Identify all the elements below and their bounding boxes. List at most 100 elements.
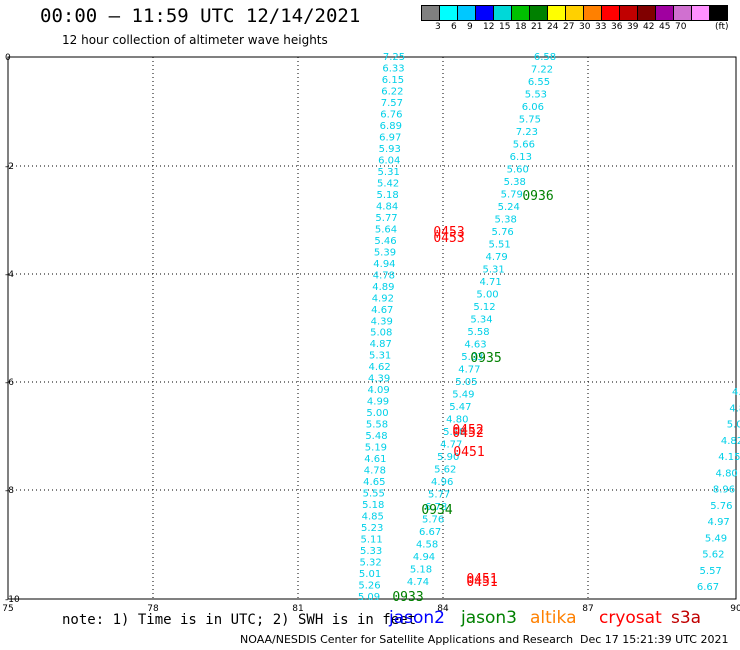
color-scale-label: 39 [627,22,639,32]
map-title: 00:00 – 11:59 UTC 12/14/2021 [40,5,361,27]
wave-height-label: 5.51 [489,240,511,251]
color-scale [421,5,728,21]
wave-height-label: 4.58 [416,540,438,551]
wave-height-label: 5.18 [376,190,398,201]
wave-height-label: 4.63 [464,340,486,351]
wave-height-label: 5.03 [461,352,483,363]
pass-time-label: 0451 [466,575,497,590]
color-scale-label: 42 [643,22,655,32]
wave-height-label: 4.15 [718,452,740,463]
map-subtitle: 12 hour collection of altimeter wave hei… [62,33,328,47]
pass-time-label: 0452 [452,423,483,438]
wave-height-label: 5.60 [507,165,529,176]
wave-height-label: 4.97 [708,517,730,528]
wave-height-label: 6.67 [697,582,719,593]
color-scale-label: 45 [659,22,671,32]
x-tick-label: 87 [582,604,593,614]
y-tick-label: -2 [5,162,14,172]
pass-time-label: 0933 [392,590,423,605]
wave-height-label: 5.76 [492,227,514,238]
color-scale-label: 9 [467,22,473,32]
color-scale-label: 15 [499,22,511,32]
wave-height-label: 4.78 [364,466,386,477]
wave-height-label: 4.61 [364,454,386,465]
wave-height-label: 5.0 [727,420,740,431]
wave-height-label: 5.26 [358,581,380,592]
wave-height-label: 5.24 [498,202,520,213]
pass-time-label: 0934 [421,503,452,518]
wave-height-label: 4.71 [479,277,501,288]
wave-height-label: 5.90 [437,452,459,463]
satellite-legend-item: s3a [671,608,702,628]
wave-height-label: 6.13 [510,152,532,163]
y-tick-label: -6 [5,378,14,388]
wave-height-label: 5.57 [700,566,722,577]
wave-height-label: 6.67 [419,527,441,538]
wave-height-label: 5.76 [422,515,444,526]
y-tick-label: 0 [5,53,11,63]
wave-height-label: 7.23 [516,127,538,138]
wave-height-label: 5.18 [362,500,384,511]
wave-height-label: 5.48 [365,431,387,442]
wave-height-label: 5.58 [366,420,388,431]
wave-height-label: 7.57 [381,98,403,109]
wave-height-label: 4.92 [372,293,394,304]
wave-height-label: 5.18 [410,565,432,576]
wave-height-label: 5.11 [361,535,383,546]
wave-height-label: 4.09 [367,385,389,396]
wave-height-label: 5.09 [358,592,380,603]
color-scale-label: 18 [515,22,527,32]
wave-height-label: 6.04 [378,155,400,166]
wave-height-label: 4.62 [369,362,391,373]
wave-height-label: 4.8 [732,387,740,398]
color-scale-label: 30 [579,22,591,32]
satellite-legend-item: altika [530,608,577,628]
wave-height-label: 4.74 [407,577,429,588]
generated-date: Dec 17 15:21:39 UTC 2021 [580,633,729,646]
wave-height-label: 5.19 [365,443,387,454]
wave-height-label: 5.31 [378,167,400,178]
wave-height-label: 5.49 [452,390,474,401]
color-scale-label: 12 [483,22,495,32]
wave-height-label: 5.00 [366,408,388,419]
wave-height-label: 5.77 [428,490,450,501]
wave-height-label: 8.96 [713,485,735,496]
wave-height-label: 7.25 [383,52,405,63]
wave-height-label: 5.66 [513,140,535,151]
wave-height-label: 4.77 [440,440,462,451]
wave-height-label: 5.55 [363,489,385,500]
wave-height-label: 4.78 [373,270,395,281]
wave-height-label: 4.8 [729,403,740,414]
wave-height-label: 4.80 [446,415,468,426]
wave-height-label: 4.65 [363,477,385,488]
wave-height-label: 5.01 [359,569,381,580]
y-tick-label: -8 [5,486,14,496]
pass-time-label: 0451 [466,572,497,587]
pass-time-label: 0935 [470,351,501,366]
wave-height-label: 5.32 [359,558,381,569]
wave-height-label: 5.53 [525,90,547,101]
wave-height-label: 5.93 [379,144,401,155]
wave-height-label: 6.33 [382,63,404,74]
wave-height-label: 4.96 [431,477,453,488]
wave-height-label: 4.82 [721,436,740,447]
wave-height-label: 5.38 [504,177,526,188]
wave-height-label: 5.05 [455,377,477,388]
wave-height-label: 4.85 [362,512,384,523]
wave-height-label: 4.39 [371,316,393,327]
color-scale-label: 3 [435,22,441,32]
wave-height-label: 5.64 [375,224,397,235]
wave-height-label: 5.42 [377,178,399,189]
wave-height-label: 4.39 [368,374,390,385]
x-tick-label: 90 [730,604,740,614]
color-scale-label: 24 [547,22,559,32]
y-tick-label: -4 [5,270,14,280]
wave-height-label: 6.58 [534,52,556,63]
pass-time-label: 0936 [522,189,553,204]
wave-height-label: 6.78 [425,502,447,513]
wave-height-label: 5.12 [473,302,495,313]
wave-height-label: 5.23 [361,523,383,534]
wave-height-label: 4.79 [485,252,507,263]
pass-time-label: 0451 [453,445,484,460]
